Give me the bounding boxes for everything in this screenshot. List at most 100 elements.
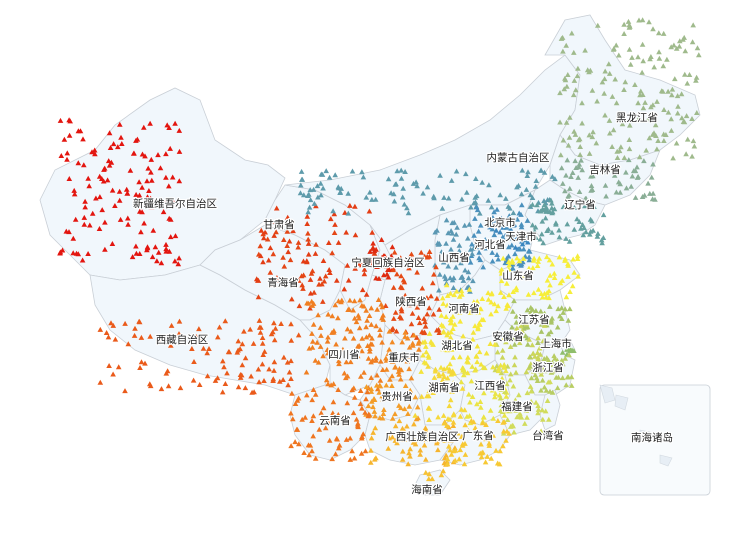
station-marker-jiangxi[interactable]	[466, 391, 472, 397]
station-marker-tianjin[interactable]	[525, 239, 531, 245]
station-marker-hubei[interactable]	[447, 341, 454, 347]
station-marker-neimenggu[interactable]	[464, 189, 470, 195]
station-marker-shanxi[interactable]	[447, 251, 453, 257]
station-marker-shandong[interactable]	[575, 273, 581, 279]
station-marker-jiangsu[interactable]	[523, 324, 529, 330]
station-marker-gansu[interactable]	[304, 221, 310, 226]
station-marker-shaanxi[interactable]	[434, 327, 440, 333]
station-marker-xinjiang[interactable]	[97, 194, 103, 200]
station-marker-hubei[interactable]	[444, 347, 450, 353]
station-marker-xinjiang[interactable]	[169, 197, 176, 203]
station-marker-shandong[interactable]	[574, 256, 581, 261]
station-marker-zhejiang[interactable]	[528, 375, 535, 381]
station-marker-henan[interactable]	[495, 303, 501, 309]
station-marker-hebei[interactable]	[508, 231, 515, 237]
station-marker-chongqing[interactable]	[410, 342, 416, 348]
station-marker-shanxi[interactable]	[436, 287, 442, 293]
station-marker-gansu[interactable]	[327, 270, 333, 275]
station-marker-xinjiang[interactable]	[99, 176, 105, 181]
station-marker-xinjiang[interactable]	[142, 153, 148, 159]
station-marker-hebei[interactable]	[516, 235, 522, 241]
station-marker-xinjiang[interactable]	[123, 186, 130, 192]
station-marker-sichuan[interactable]	[374, 372, 380, 378]
station-marker-liaoning[interactable]	[579, 222, 586, 227]
station-marker-gansu[interactable]	[326, 240, 332, 245]
station-marker-yunnan[interactable]	[310, 413, 317, 419]
station-marker-ningxia[interactable]	[389, 244, 396, 250]
station-marker-jiangsu[interactable]	[541, 310, 548, 316]
station-marker-xinjiang[interactable]	[106, 162, 113, 168]
station-marker-shanxi[interactable]	[442, 276, 449, 282]
station-marker-hunan[interactable]	[447, 416, 453, 422]
station-marker-liaoning[interactable]	[564, 221, 571, 227]
station-marker-sichuan[interactable]	[344, 326, 351, 332]
station-marker-ningxia[interactable]	[371, 248, 378, 254]
station-marker-heilongjiang[interactable]	[609, 144, 615, 149]
station-marker-shaanxi[interactable]	[415, 315, 422, 320]
station-marker-yunnan[interactable]	[366, 411, 372, 417]
station-marker-xinjiang[interactable]	[109, 241, 116, 246]
station-marker-qinghai[interactable]	[300, 272, 307, 278]
station-marker-hainan[interactable]	[431, 483, 438, 489]
station-marker-hunan[interactable]	[425, 405, 432, 411]
station-marker-shandong[interactable]	[509, 258, 515, 263]
station-marker-jiangsu[interactable]	[525, 341, 531, 347]
station-marker-jilin[interactable]	[623, 169, 629, 175]
station-marker-qinghai[interactable]	[321, 278, 328, 284]
station-marker-neimenggu[interactable]	[459, 196, 465, 202]
station-marker-shaanxi[interactable]	[424, 295, 430, 301]
station-marker-jilin[interactable]	[578, 157, 584, 163]
station-marker-gansu[interactable]	[267, 245, 274, 251]
station-marker-yunnan[interactable]	[330, 410, 336, 416]
station-marker-heilongjiang[interactable]	[678, 91, 685, 97]
station-marker-jilin[interactable]	[588, 187, 594, 193]
station-marker-guangxi[interactable]	[401, 436, 407, 442]
station-marker-hunan[interactable]	[449, 388, 455, 394]
station-marker-yunnan[interactable]	[357, 401, 364, 407]
station-marker-xinjiang[interactable]	[89, 149, 95, 155]
station-marker-hebei[interactable]	[473, 239, 480, 245]
station-marker-xizang[interactable]	[189, 339, 195, 345]
station-marker-xizang[interactable]	[206, 346, 212, 351]
station-marker-jiangsu[interactable]	[538, 308, 544, 314]
station-marker-heilongjiang[interactable]	[613, 100, 620, 106]
station-marker-neimenggu[interactable]	[315, 194, 321, 200]
station-marker-beijing[interactable]	[489, 220, 496, 226]
station-marker-anhui[interactable]	[514, 328, 520, 334]
station-marker-sichuan[interactable]	[361, 369, 367, 375]
station-marker-anhui[interactable]	[532, 353, 538, 359]
station-marker-beijing[interactable]	[494, 217, 500, 223]
station-marker-yunnan[interactable]	[351, 455, 358, 461]
station-marker-liaoning[interactable]	[591, 204, 597, 209]
station-marker-jiangsu[interactable]	[559, 316, 565, 321]
station-marker-hubei[interactable]	[478, 361, 484, 367]
station-marker-neimenggu[interactable]	[372, 196, 379, 202]
station-marker-zhejiang[interactable]	[555, 374, 562, 380]
station-marker-guangdong[interactable]	[443, 435, 450, 441]
station-marker-liaoning[interactable]	[544, 228, 550, 233]
station-marker-sichuan[interactable]	[356, 315, 362, 321]
station-marker-heilongjiang[interactable]	[601, 76, 608, 82]
station-marker-sichuan[interactable]	[355, 312, 362, 318]
station-marker-xinjiang[interactable]	[166, 215, 172, 221]
station-marker-neimenggu[interactable]	[538, 167, 544, 173]
station-marker-xizang[interactable]	[259, 340, 266, 346]
station-marker-henan[interactable]	[458, 288, 465, 294]
station-marker-heilongjiang[interactable]	[669, 86, 676, 92]
station-marker-xinjiang[interactable]	[124, 190, 131, 196]
station-marker-guangxi[interactable]	[446, 433, 452, 439]
station-marker-henan[interactable]	[457, 318, 463, 324]
station-marker-hebei[interactable]	[491, 232, 498, 238]
station-marker-hunan[interactable]	[430, 390, 436, 395]
station-marker-shandong[interactable]	[510, 289, 516, 294]
station-marker-guizhou[interactable]	[389, 415, 396, 421]
station-marker-guangdong[interactable]	[455, 430, 461, 436]
station-marker-guangdong[interactable]	[444, 461, 451, 467]
station-marker-xinjiang[interactable]	[71, 191, 78, 197]
station-marker-hebei[interactable]	[494, 206, 500, 212]
station-marker-jilin[interactable]	[617, 181, 623, 187]
station-marker-shandong[interactable]	[504, 280, 510, 286]
station-marker-heilongjiang[interactable]	[606, 70, 613, 76]
station-marker-jiangxi[interactable]	[492, 390, 499, 396]
station-marker-shanxi[interactable]	[465, 275, 472, 281]
